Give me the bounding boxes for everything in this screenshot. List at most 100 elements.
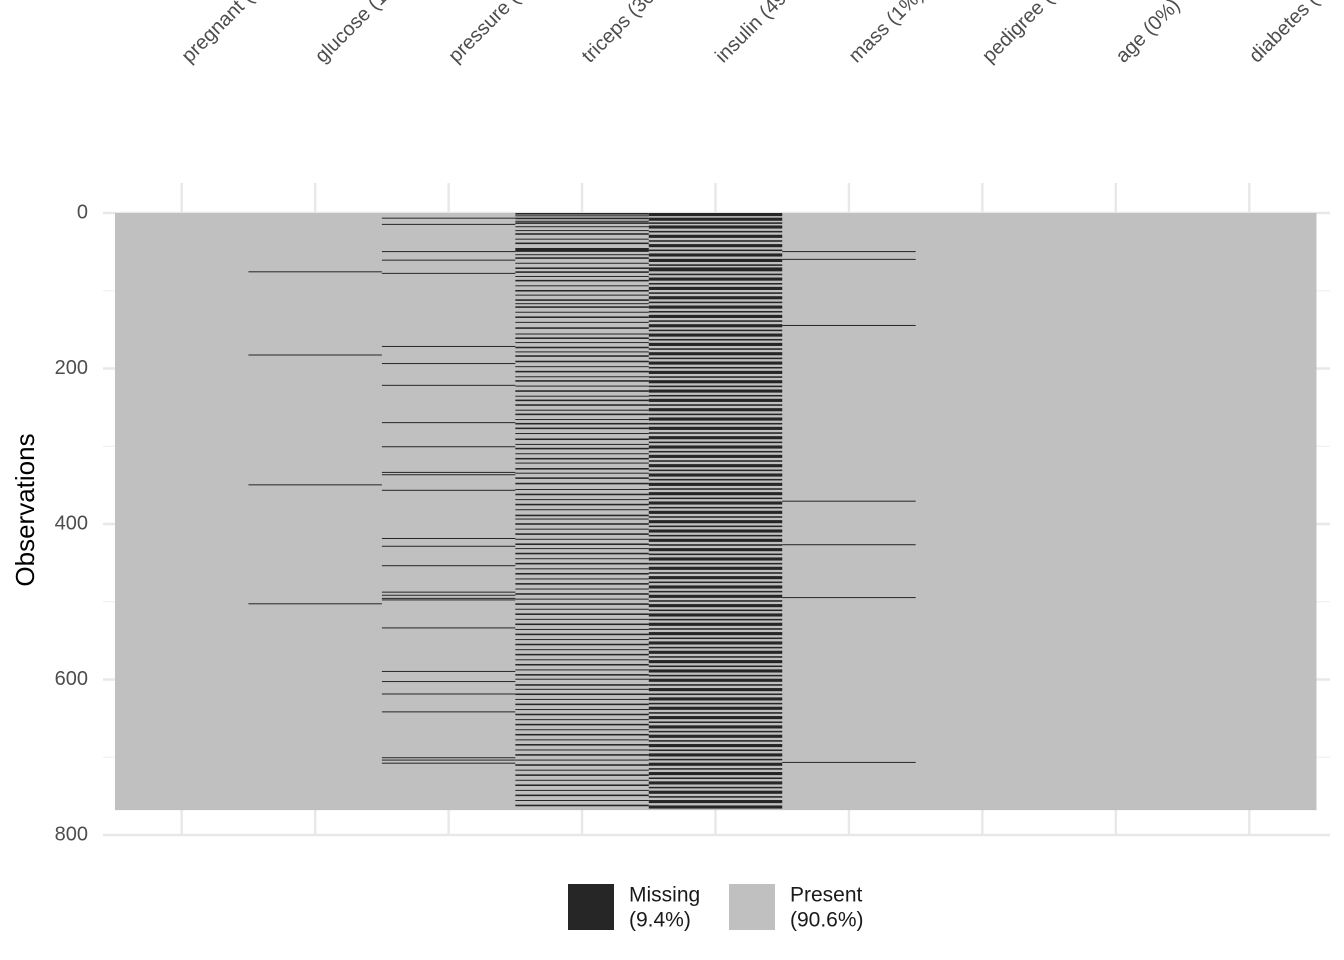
missing-run <box>515 427 650 430</box>
missing-run <box>381 537 516 539</box>
missing-run <box>782 324 917 326</box>
missing-run <box>648 366 783 369</box>
missing-run <box>381 446 516 448</box>
missing-run <box>381 422 516 424</box>
missing-run <box>515 443 650 445</box>
missing-run <box>648 264 783 266</box>
missing-run <box>648 529 783 533</box>
missing-run <box>515 578 650 580</box>
missing-run <box>515 333 650 335</box>
missing-run <box>515 489 650 491</box>
column-label: glucose (1%) <box>311 0 409 67</box>
missing-run <box>648 310 783 313</box>
missing-run <box>515 370 650 373</box>
missing-run <box>648 740 783 742</box>
present-column <box>515 213 650 811</box>
missing-run <box>648 730 783 733</box>
legend-name: Present <box>790 884 863 907</box>
missing-run <box>515 215 650 217</box>
missing-run <box>381 670 516 672</box>
missing-run <box>515 558 650 560</box>
missing-run <box>515 562 650 565</box>
missing-run <box>648 301 783 304</box>
missing-run <box>515 468 650 470</box>
missing-run <box>648 702 783 705</box>
missing-run <box>515 477 650 479</box>
missing-run <box>648 796 783 798</box>
missing-run <box>515 769 650 771</box>
missing-run <box>515 413 650 416</box>
missing-run <box>648 525 783 528</box>
missing-run <box>515 784 650 787</box>
legend-label: (90.6%) <box>790 909 864 932</box>
missing-run <box>515 754 650 756</box>
missing-run <box>248 603 383 605</box>
missing-run <box>515 289 650 292</box>
missing-run <box>515 346 650 349</box>
column-label: mass (1%) <box>845 0 928 67</box>
missing-run <box>648 497 783 500</box>
missing-run <box>515 279 650 282</box>
missing-run <box>381 259 516 261</box>
missing-run <box>515 653 650 656</box>
missing-run <box>381 272 516 274</box>
missing-run <box>648 222 783 224</box>
missing-run <box>381 489 516 491</box>
missing-run <box>515 713 650 716</box>
missing-run <box>515 262 650 264</box>
missing-run <box>515 588 650 590</box>
missing-run <box>515 453 650 455</box>
missing-run <box>515 548 650 550</box>
missing-run <box>648 805 783 809</box>
missing-run <box>515 217 650 220</box>
missing-run <box>648 510 783 514</box>
missing-run <box>515 514 650 517</box>
missing-run <box>648 234 783 238</box>
missing-run <box>648 641 783 645</box>
missing-run <box>515 744 650 746</box>
missing-run <box>515 628 650 630</box>
column-label: insulin (49%) <box>711 0 808 67</box>
missing-run <box>648 348 783 350</box>
missing-run <box>515 533 650 535</box>
missing-run <box>381 223 516 225</box>
missing-run <box>515 493 650 496</box>
missing-run <box>648 772 783 776</box>
missing-run <box>648 370 783 374</box>
missing-run <box>515 409 650 411</box>
missing-run <box>515 674 650 676</box>
missing-run <box>648 320 783 322</box>
missing-run <box>648 324 783 328</box>
missing-run <box>648 267 783 272</box>
missing-run <box>648 361 783 365</box>
missing-run <box>381 545 516 547</box>
missing-run <box>381 471 516 473</box>
column-label: pressure (5%) <box>444 0 548 67</box>
missing-run <box>515 311 650 313</box>
missing-run <box>648 329 783 332</box>
missing-run <box>515 238 650 240</box>
missing-run <box>515 663 650 666</box>
missing-run <box>648 581 783 584</box>
missing-run <box>648 697 783 701</box>
missing-run <box>381 762 516 764</box>
y-tick-label: 600 <box>55 668 88 690</box>
missing-run <box>648 450 783 453</box>
missing-run <box>515 275 650 277</box>
missing-run <box>515 698 650 700</box>
missing-run <box>248 354 383 356</box>
missing-run <box>515 709 650 711</box>
missing-run <box>648 669 783 673</box>
present-column <box>248 213 383 811</box>
missing-run <box>648 520 783 524</box>
missing-run <box>648 273 783 276</box>
missing-run <box>648 473 783 477</box>
missing-run <box>515 254 650 256</box>
present-column <box>915 213 1050 811</box>
missing-run <box>648 800 783 804</box>
missing-run <box>648 394 783 397</box>
missing-run <box>648 296 783 300</box>
missing-run <box>515 226 650 228</box>
missing-run <box>515 337 650 339</box>
column-label: diabetes (0%) <box>1245 0 1344 67</box>
